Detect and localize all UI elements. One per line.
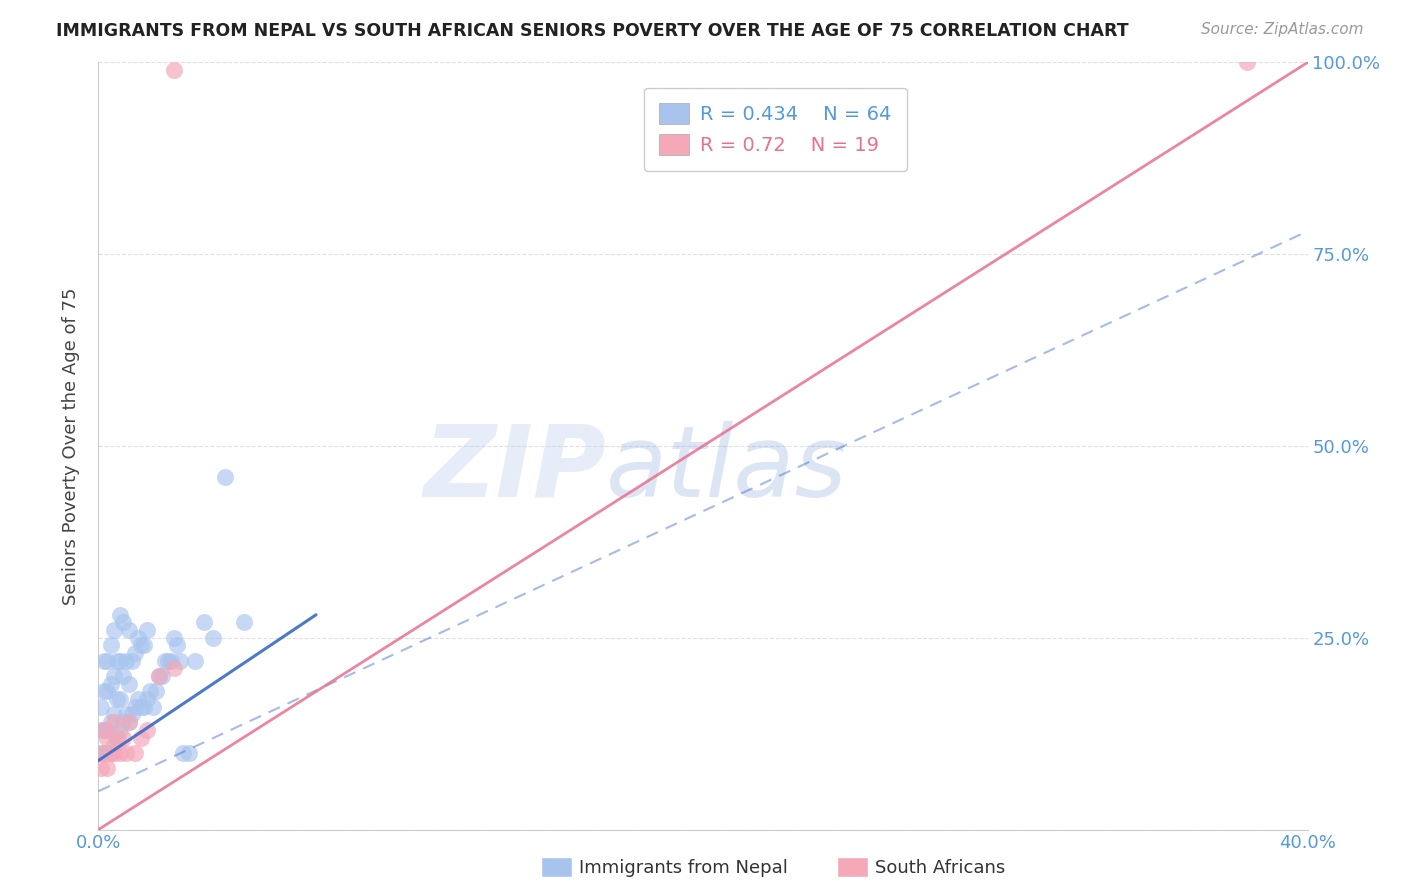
Point (118, 677, 141, 691)
Point (139, 684, 162, 698)
Point (103, 746, 125, 760)
Point (96, 761, 118, 775)
Legend: R = 0.434    N = 64, R = 0.72    N = 19: R = 0.434 N = 64, R = 0.72 N = 19 (644, 87, 907, 170)
Point (114, 746, 136, 760)
Point (132, 699, 155, 714)
Text: Immigrants from Nepal: Immigrants from Nepal (579, 859, 789, 877)
Point (93, 654, 115, 668)
Point (156, 654, 179, 668)
Point (105, 654, 128, 668)
Point (124, 746, 146, 760)
Point (163, 661, 186, 675)
Point (127, 631, 149, 645)
Point (90, 761, 112, 775)
Point (232, 615, 254, 630)
Text: ZIP: ZIP (423, 420, 606, 517)
Point (100, 746, 122, 760)
Point (111, 715, 134, 730)
Point (135, 723, 157, 737)
Point (96, 723, 118, 737)
Point (129, 639, 152, 653)
Point (163, 631, 186, 645)
Point (96, 746, 118, 760)
Point (163, 63, 186, 78)
Point (160, 654, 183, 668)
Point (148, 669, 170, 683)
Point (193, 615, 215, 630)
Point (93, 684, 115, 698)
Point (100, 639, 122, 653)
Point (96, 684, 118, 698)
Point (105, 731, 128, 745)
Point (103, 669, 125, 683)
Point (108, 723, 131, 737)
Point (105, 692, 128, 706)
Point (148, 669, 170, 683)
Point (132, 639, 155, 653)
Text: South Africans: South Africans (875, 859, 1005, 877)
Point (124, 646, 146, 660)
Point (124, 699, 146, 714)
Point (127, 692, 149, 706)
Point (129, 731, 152, 745)
Point (111, 731, 134, 745)
Point (166, 639, 188, 653)
Point (90, 746, 112, 760)
Point (108, 692, 131, 706)
Point (93, 723, 115, 737)
Point (105, 731, 128, 745)
Point (100, 715, 122, 730)
Point (103, 623, 125, 637)
Point (118, 715, 141, 730)
Point (96, 731, 118, 745)
Point (114, 654, 136, 668)
Point (118, 715, 141, 730)
Point (100, 746, 122, 760)
Point (179, 746, 201, 760)
Point (172, 746, 194, 760)
Point (93, 746, 115, 760)
Text: IMMIGRANTS FROM NEPAL VS SOUTH AFRICAN SENIORS POVERTY OVER THE AGE OF 75 CORREL: IMMIGRANTS FROM NEPAL VS SOUTH AFRICAN S… (56, 22, 1129, 40)
Point (111, 669, 134, 683)
Point (153, 654, 176, 668)
Point (100, 677, 122, 691)
Point (90, 699, 112, 714)
Point (114, 707, 136, 722)
Point (214, 469, 236, 483)
Point (150, 669, 173, 683)
Point (108, 607, 131, 622)
Point (145, 684, 167, 698)
Point (90, 723, 112, 737)
Y-axis label: Seniors Poverty Over the Age of 75: Seniors Poverty Over the Age of 75 (62, 287, 80, 605)
Point (108, 746, 131, 760)
Point (111, 615, 134, 630)
Point (142, 699, 165, 714)
Point (129, 699, 152, 714)
Point (1236, 55, 1258, 70)
Point (118, 623, 141, 637)
Point (135, 692, 157, 706)
Text: atlas: atlas (606, 420, 848, 517)
Point (93, 723, 115, 737)
Point (202, 631, 225, 645)
Point (93, 746, 115, 760)
Point (103, 738, 125, 752)
Point (135, 623, 157, 637)
Point (184, 654, 207, 668)
Point (121, 654, 143, 668)
Point (169, 654, 191, 668)
Point (103, 715, 125, 730)
Text: Source: ZipAtlas.com: Source: ZipAtlas.com (1201, 22, 1364, 37)
Point (121, 707, 143, 722)
Point (96, 654, 118, 668)
Point (103, 707, 125, 722)
Point (108, 654, 131, 668)
